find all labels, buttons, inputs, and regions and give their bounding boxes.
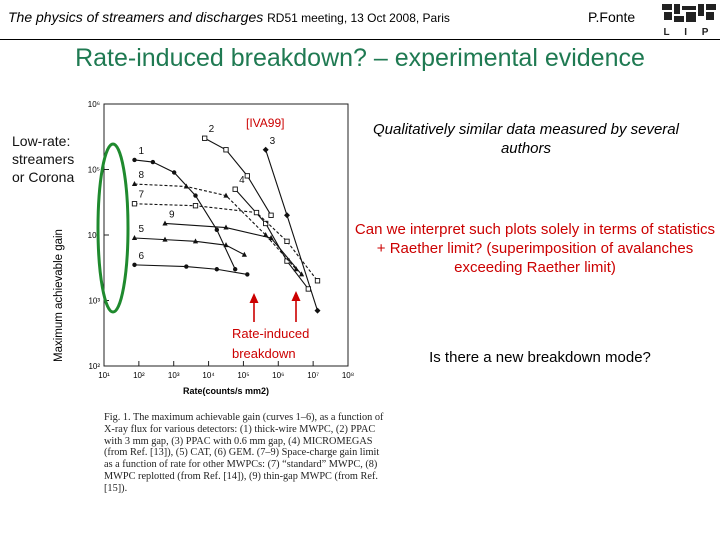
data-point <box>192 203 199 209</box>
data-point <box>132 157 137 163</box>
series-label: 2 <box>209 124 215 135</box>
data-point <box>241 251 247 257</box>
y-tick-label: 10⁴ <box>88 231 101 240</box>
data-point <box>253 209 260 216</box>
data-point <box>263 232 269 237</box>
x-tick-label: 10⁴ <box>202 371 215 380</box>
series-label: 8 <box>139 170 145 181</box>
y-tick-label: 10⁶ <box>88 100 100 109</box>
series-label: 6 <box>139 251 145 262</box>
y-tick-label: 10² <box>88 362 100 371</box>
gain-vs-rate-chart: 10¹ 10² 10³ 10⁴ 10⁵ 10⁶ 10⁷ 10⁸10²10³10⁴10⁵10⁶R… <box>88 100 354 396</box>
y-tick-label: 10⁵ <box>88 166 100 175</box>
low-rate-line: streamers <box>12 151 75 167</box>
series-label: 7 <box>139 190 145 201</box>
logo-text: L I P <box>664 27 715 38</box>
series-label: 3 <box>270 136 276 147</box>
y-axis-label: Maximum achievable gain <box>53 229 65 362</box>
slide-title: Rate-induced breakdown? – experimental e… <box>75 44 645 72</box>
x-tick-label: 10³ <box>168 371 180 380</box>
x-axis-label: Rate(counts/s mm2) <box>183 386 269 396</box>
data-point <box>284 212 290 219</box>
y-tick-label: 10³ <box>88 297 100 306</box>
data-point <box>131 201 138 207</box>
data-point <box>223 224 229 230</box>
data-point <box>131 234 138 240</box>
data-point <box>162 236 168 242</box>
low-rate-label: Low-rate: streamers or Corona <box>12 132 74 186</box>
data-point <box>232 267 238 272</box>
data-point <box>223 242 229 248</box>
data-point <box>298 271 305 277</box>
data-point <box>284 238 290 244</box>
data-point <box>245 272 250 277</box>
data-point <box>262 146 269 153</box>
breakdown-arrow-head <box>291 291 301 301</box>
right-text-new-mode: Is there a new breakdown mode? <box>429 349 651 366</box>
data-point <box>192 238 199 244</box>
series-label: 4 <box>239 175 245 186</box>
right-text-similar-data: Qualitatively similar data measured by s… <box>373 121 679 157</box>
data-point <box>268 212 274 218</box>
data-point <box>214 267 220 272</box>
data-point <box>232 186 238 192</box>
data-point <box>214 227 220 233</box>
data-point <box>132 262 137 268</box>
x-tick-label: 10⁸ <box>342 371 354 380</box>
right-text-question: Can we interpret such plots solely in te… <box>354 221 716 276</box>
x-tick-label: 10⁷ <box>307 371 319 380</box>
reference-label: [IVA99] <box>246 116 284 130</box>
series-line <box>234 188 309 290</box>
low-rate-oval <box>96 142 130 314</box>
series-line <box>204 137 272 216</box>
data-point <box>223 192 229 198</box>
data-point <box>314 307 321 314</box>
rate-induced-label: Rate-induced <box>232 326 309 341</box>
header-title: The physics of streamers and discharges … <box>8 9 450 25</box>
series-label: 1 <box>139 146 145 157</box>
header-divider <box>0 39 720 40</box>
x-tick-label: 10⁵ <box>237 371 249 380</box>
figure-caption: Fig. 1. The maximum achievable gain (cur… <box>104 412 384 494</box>
data-point <box>244 173 250 179</box>
series-line <box>134 264 248 275</box>
header-meeting: RD51 meeting, 13 Oct 2008, Paris <box>267 11 450 25</box>
breakdown-label: breakdown <box>232 346 296 361</box>
series-label: 9 <box>169 209 175 220</box>
plot-frame <box>103 103 349 367</box>
x-tick-label: 10⁶ <box>272 371 284 380</box>
data-point <box>171 170 177 175</box>
data-point <box>184 264 189 269</box>
low-rate-line: or Corona <box>12 169 75 185</box>
data-point <box>314 278 321 284</box>
slide-header: The physics of streamers and discharges … <box>0 0 720 40</box>
data-point <box>223 147 229 153</box>
data-point <box>162 220 168 226</box>
data-point <box>183 183 189 189</box>
data-point <box>305 286 311 292</box>
breakdown-arrow-head <box>249 293 259 303</box>
data-point <box>268 234 274 240</box>
data-point <box>150 159 156 165</box>
data-point <box>193 193 198 198</box>
x-tick-label: 10² <box>133 371 145 380</box>
series-line <box>134 159 236 270</box>
series-label: 5 <box>139 224 145 235</box>
low-rate-line: Low-rate: <box>12 133 71 149</box>
x-tick-label: 10¹ <box>98 371 110 380</box>
header-author: P.Fonte <box>588 9 636 25</box>
data-point <box>202 135 208 141</box>
lip-logo: L I P <box>660 2 718 38</box>
series-line <box>164 222 302 275</box>
data-point <box>131 181 138 187</box>
